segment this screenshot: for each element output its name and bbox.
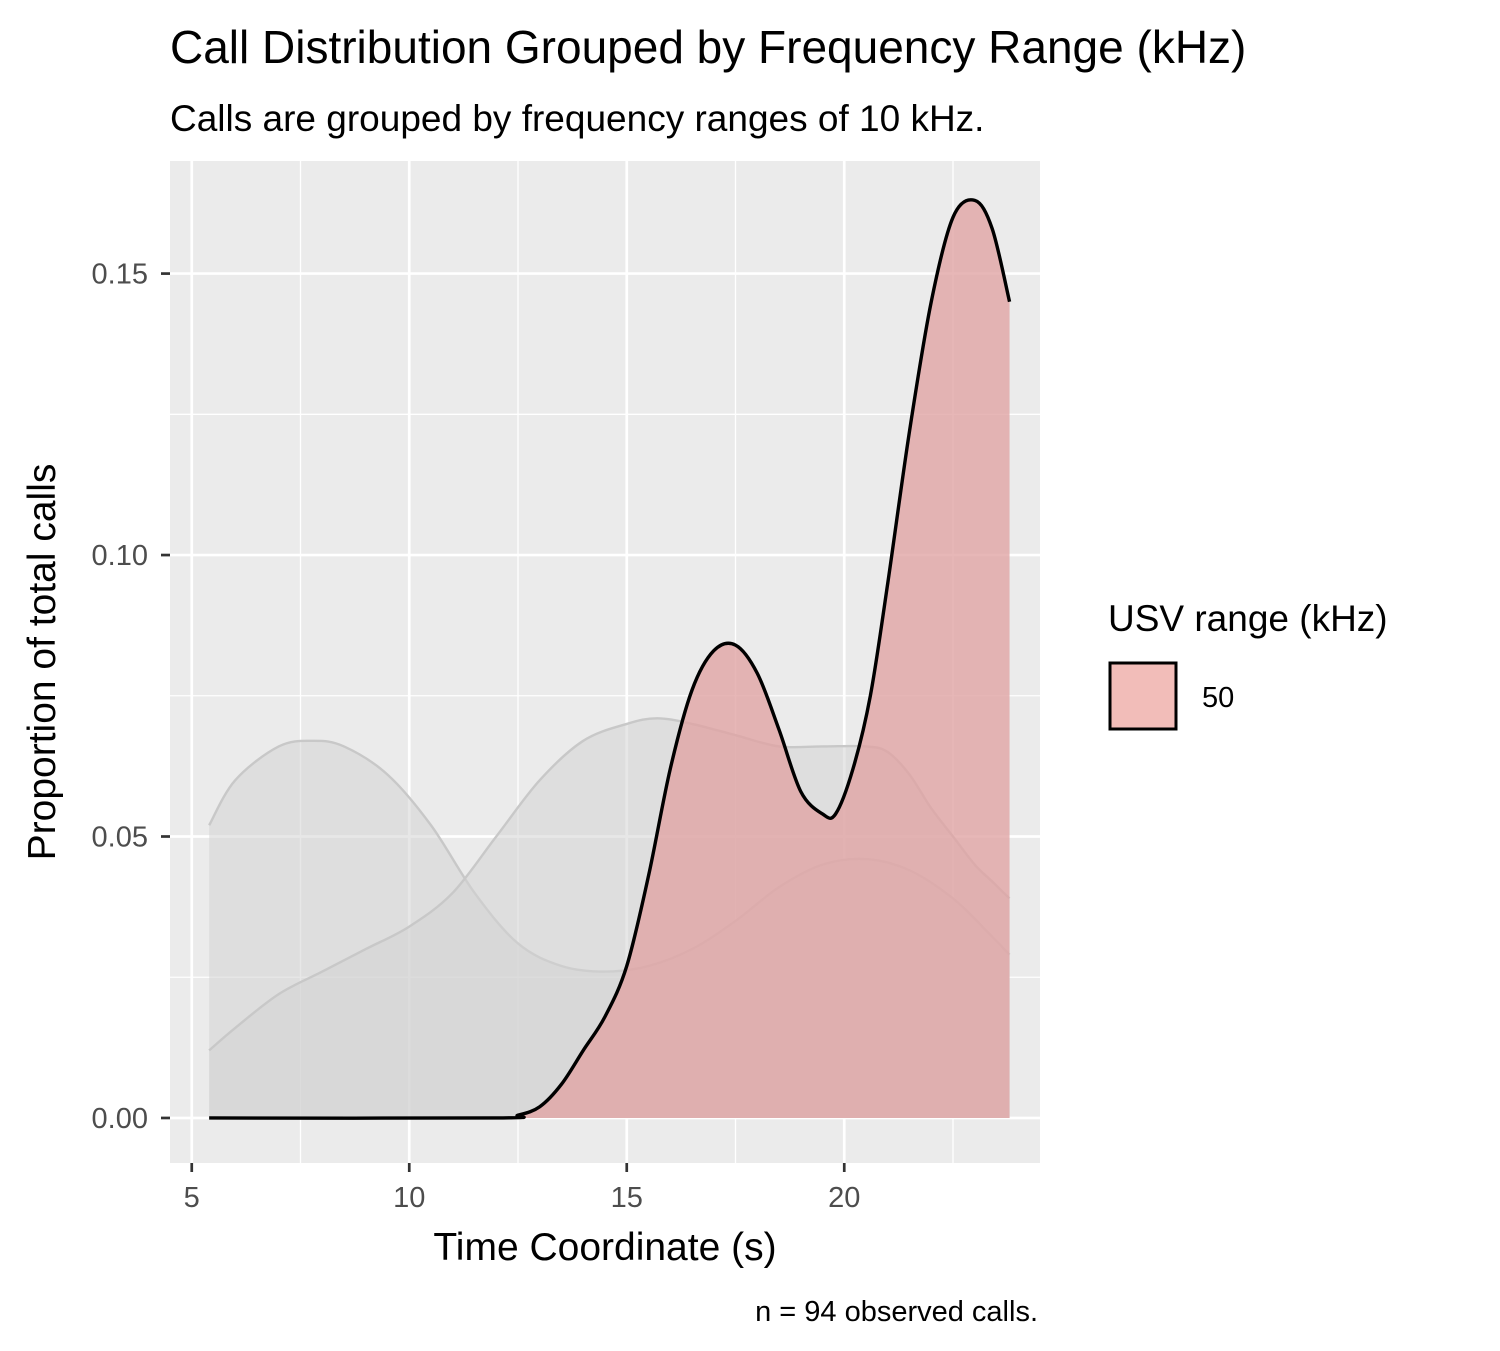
- legend-key-50: [1108, 661, 1178, 731]
- chart-subtitle: Calls are grouped by frequency ranges of…: [170, 98, 984, 139]
- legend-title: USV range (kHz): [1108, 598, 1388, 639]
- series-50-area: [209, 199, 1010, 1119]
- x-tick-label: 20: [828, 1182, 860, 1214]
- chart-caption: n = 94 observed calls.: [755, 1296, 1038, 1328]
- y-tick-label: 0.10: [92, 540, 148, 572]
- x-tick-label: 10: [393, 1182, 425, 1214]
- series-50-line: [209, 198, 1012, 1120]
- y-tick-labels: 0.00 0.05 0.10 0.15: [92, 259, 148, 1135]
- x-tick-label: 15: [611, 1182, 643, 1214]
- chart-title: Call Distribution Grouped by Frequency R…: [170, 21, 1246, 73]
- y-tick-label: 0.05: [92, 822, 148, 854]
- y-axis-title: Proportion of total calls: [21, 464, 64, 861]
- y-tick-label: 0.00: [92, 1103, 148, 1135]
- series-layer: [208, 198, 1012, 1120]
- axis-ticks: [161, 272, 846, 1172]
- x-axis-title: Time Coordinate (s): [433, 1226, 776, 1269]
- legend-label-50: 50: [1202, 682, 1234, 714]
- y-tick-label: 0.15: [92, 259, 148, 291]
- x-tick-label: 5: [184, 1182, 200, 1214]
- x-tick-labels: 5 10 15 20: [184, 1182, 861, 1214]
